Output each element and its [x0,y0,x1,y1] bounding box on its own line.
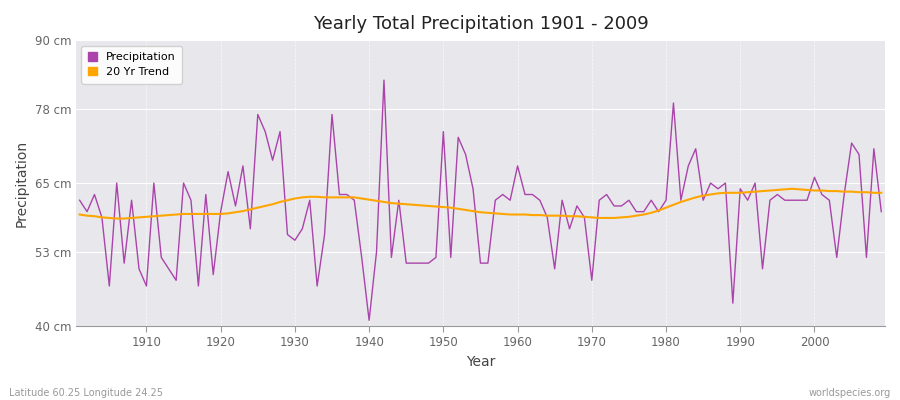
Text: Latitude 60.25 Longitude 24.25: Latitude 60.25 Longitude 24.25 [9,388,163,398]
Title: Yearly Total Precipitation 1901 - 2009: Yearly Total Precipitation 1901 - 2009 [312,15,648,33]
Text: worldspecies.org: worldspecies.org [809,388,891,398]
X-axis label: Year: Year [466,355,495,369]
Legend: Precipitation, 20 Yr Trend: Precipitation, 20 Yr Trend [82,46,183,84]
Y-axis label: Precipitation: Precipitation [15,140,29,227]
